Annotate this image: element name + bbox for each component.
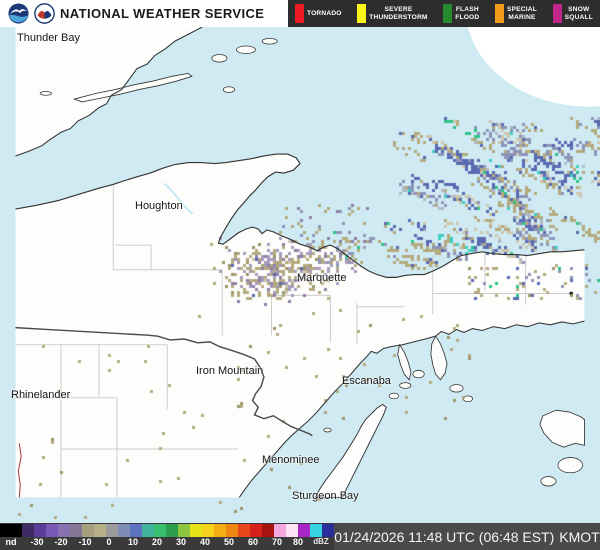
green-bay-coastline (238, 320, 585, 498)
colorbar-segment (226, 524, 238, 537)
colorbar-tick-20: 20 (151, 537, 163, 547)
warning-swatch (443, 4, 453, 23)
warning-item-special: SPECIAL MARINE (495, 4, 537, 23)
superior-coastline (15, 153, 585, 278)
colorbar-unit-label: dBZ (313, 537, 329, 546)
warning-label: SPECIAL MARINE (507, 5, 537, 21)
station-id: KMOT (559, 528, 600, 545)
colorbar-segment (274, 524, 286, 537)
colorbar-segment (250, 524, 262, 537)
colorbar-segment (286, 524, 298, 537)
canada-coastline (15, 27, 203, 157)
radar-map[interactable]: Thunder Bay Houghton Marquette Iron Mountai… (0, 27, 600, 523)
colorbar-segment (262, 524, 274, 537)
warning-item-flash: FLASH FLOOD (443, 4, 479, 23)
colorbar-tick-80: 80 (292, 537, 304, 547)
garden-outline (430, 335, 448, 381)
warning-label: TORNADO (307, 9, 342, 17)
colorbar-segment (0, 524, 22, 537)
colorbar-segment (166, 524, 178, 537)
status-bar: nd -30 -20 -10 0 10 20 30 40 50 60 70 80 dBZ 01/24/20… (0, 523, 600, 550)
colorbar-segment (310, 524, 322, 537)
colorbar-segment (22, 524, 34, 537)
colorbar-segment (322, 524, 334, 537)
colorbar-segment (202, 524, 214, 537)
colorbar-segment (142, 524, 154, 537)
colorbar-segment (238, 524, 250, 537)
island-outline (539, 409, 585, 448)
colorbar-tick-70: 70 (271, 537, 283, 547)
warning-legend: TORNADO SEVERE THUNDERSTORM FLASH FLOOD SPE… (288, 0, 600, 27)
city-label-iron-mountain: Iron Mountain (196, 365, 264, 377)
colorbar-tick-10: 10 (127, 537, 139, 547)
colorbar-segment (34, 524, 46, 537)
colorbar-ticks: nd -30 -20 -10 0 10 20 30 40 50 60 70 80 dBZ (0, 537, 340, 550)
isle-royale-outline (72, 73, 193, 103)
colorbar-segment (82, 524, 94, 537)
map-coastlines-overlay (15, 27, 585, 498)
state-boundary (15, 326, 313, 437)
city-label-thunder-bay: Thunder Bay (17, 32, 80, 44)
radar-echoes-layer (0, 27, 600, 523)
colorbar-segment (70, 524, 82, 537)
city-label-rhinelander: Rhinelander (11, 389, 71, 401)
warning-swatch (295, 4, 304, 23)
colorbar-segment (46, 524, 58, 537)
colorbar-tick-60: 60 (247, 537, 259, 547)
colorbar-tick--20: -20 (54, 537, 68, 547)
warning-swatch (495, 4, 504, 23)
colorbar-segment (190, 524, 202, 537)
city-label-escanaba: Escanaba (342, 375, 391, 387)
colorbar-tick-50: 50 (223, 537, 235, 547)
noaa-logo-icon[interactable] (8, 3, 29, 24)
stonington-outline (397, 343, 412, 381)
colorbar-segment (298, 524, 310, 537)
warning-label: SEVERE THUNDERSTORM (369, 5, 428, 21)
warning-swatch (552, 4, 562, 23)
warning-swatch (357, 4, 367, 23)
colorbar-segment (178, 524, 190, 537)
colorbar-segment (58, 524, 70, 537)
colorbar-tick-40: 40 (199, 537, 211, 547)
nws-logo-icon[interactable] (34, 3, 55, 24)
warning-item-tornado: TORNADO (295, 4, 342, 23)
warning-label: FLASH FLOOD (455, 5, 480, 21)
city-label-marquette: Marquette (297, 272, 347, 284)
timestamp: 01/24/2026 11:48 UTC (06:48 EST) (334, 528, 555, 545)
colorbar-segment (214, 524, 226, 537)
door-outline (314, 403, 387, 498)
colorbar-segment (118, 524, 130, 537)
colorbar-tick-nd: nd (5, 537, 17, 547)
colorbar-tick-0: 0 (106, 537, 112, 547)
warning-label: SNOW SQUALL (564, 5, 593, 21)
warning-item-severe: SEVERE THUNDERSTORM (357, 4, 427, 23)
reflectivity-colorbar (0, 524, 334, 537)
colorbar-tick--10: -10 (78, 537, 92, 547)
colorbar-tick--30: -30 (30, 537, 44, 547)
colorbar-segment (94, 524, 106, 537)
site-title[interactable]: NATIONAL WEATHER SERVICE (60, 6, 265, 21)
warning-item-snow: SNOW SQUALL (552, 4, 593, 23)
city-label-houghton: Houghton (135, 200, 183, 212)
city-label-sturgeon-bay: Sturgeon Bay (292, 490, 359, 502)
header-bar: NATIONAL WEATHER SERVICE TORNADO SEVERE T… (0, 0, 600, 27)
colorbar-segment (130, 524, 142, 537)
colorbar-segment (106, 524, 118, 537)
timestamp-panel: 01/24/2026 11:48 UTC (06:48 EST) KMOT (334, 523, 600, 550)
colorbar-tick-30: 30 (175, 537, 187, 547)
brand[interactable]: NATIONAL WEATHER SERVICE (8, 0, 264, 27)
city-label-menominee: Menominee (262, 454, 320, 466)
colorbar-segment (154, 524, 166, 537)
